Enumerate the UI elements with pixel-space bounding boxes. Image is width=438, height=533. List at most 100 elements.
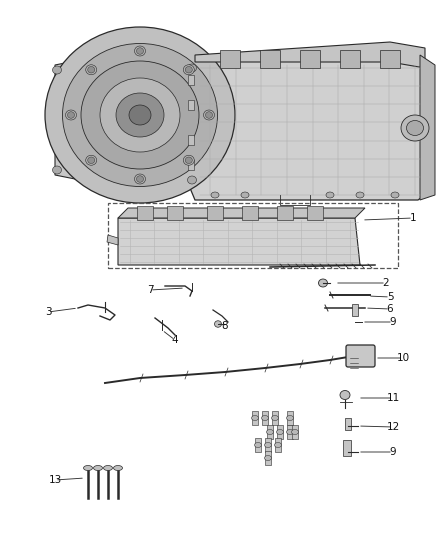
Bar [262,411,268,425]
Bar [260,50,280,68]
Ellipse shape [266,430,273,434]
Ellipse shape [134,46,145,56]
Ellipse shape [211,192,219,198]
Ellipse shape [292,430,299,434]
Ellipse shape [401,115,429,141]
Text: 3: 3 [45,307,51,317]
Ellipse shape [286,430,293,434]
Text: 4: 4 [172,335,178,345]
Text: 1: 1 [410,213,416,223]
Text: 7: 7 [147,285,153,295]
Ellipse shape [137,48,144,54]
Ellipse shape [204,110,215,120]
Ellipse shape [340,391,350,400]
Ellipse shape [137,176,144,182]
Polygon shape [55,58,210,188]
Ellipse shape [254,442,261,448]
Bar [352,304,358,316]
Ellipse shape [261,416,268,421]
Ellipse shape [53,166,61,174]
Ellipse shape [276,430,283,434]
Bar [343,440,351,456]
Ellipse shape [265,442,272,448]
Text: 9: 9 [390,447,396,457]
Ellipse shape [103,465,113,471]
Ellipse shape [45,27,235,203]
Ellipse shape [205,112,212,118]
Polygon shape [190,55,425,200]
Bar [292,425,298,439]
Text: 8: 8 [222,321,228,331]
Ellipse shape [100,78,180,152]
Bar [188,75,194,85]
Bar [340,50,360,68]
Polygon shape [118,208,365,218]
Bar [267,425,273,439]
Ellipse shape [272,416,279,421]
Text: 5: 5 [387,292,393,302]
Ellipse shape [84,465,92,471]
Ellipse shape [391,192,399,198]
Ellipse shape [86,64,97,75]
Ellipse shape [53,66,61,74]
Polygon shape [420,55,435,200]
Bar [277,425,283,439]
Ellipse shape [187,64,197,72]
Bar [300,50,320,68]
Ellipse shape [318,279,328,287]
Ellipse shape [241,192,249,198]
Text: 10: 10 [396,353,410,363]
Bar [137,206,153,220]
Bar [287,411,293,425]
Text: 11: 11 [386,393,399,403]
Ellipse shape [406,120,424,135]
Polygon shape [107,235,118,245]
Bar [275,438,281,452]
Text: 13: 13 [48,475,62,485]
Bar [277,206,293,220]
Ellipse shape [183,155,194,165]
Bar [345,418,351,430]
Ellipse shape [116,93,164,137]
Bar [188,135,194,145]
Ellipse shape [183,64,194,75]
Text: 12: 12 [386,422,399,432]
Ellipse shape [251,416,258,421]
Polygon shape [118,218,360,265]
Polygon shape [195,42,425,68]
Bar [255,438,261,452]
Ellipse shape [134,174,145,184]
Ellipse shape [93,465,102,471]
Bar [287,425,293,439]
Bar [108,203,398,268]
Bar [265,438,271,452]
Ellipse shape [275,442,282,448]
Bar [265,451,271,465]
FancyBboxPatch shape [346,345,375,367]
Bar [380,50,400,68]
Ellipse shape [88,157,95,164]
Bar [272,411,278,425]
Ellipse shape [185,67,192,73]
Bar [242,206,258,220]
Ellipse shape [66,110,77,120]
Bar [188,160,194,170]
Bar [207,206,223,220]
Ellipse shape [265,456,272,461]
Ellipse shape [81,61,199,169]
Ellipse shape [113,465,123,471]
Bar [167,206,183,220]
Text: 9: 9 [390,317,396,327]
Bar [252,411,258,425]
Ellipse shape [286,416,293,421]
Ellipse shape [215,321,222,327]
Ellipse shape [88,67,95,73]
Ellipse shape [86,155,97,165]
Ellipse shape [356,192,364,198]
Ellipse shape [67,112,74,118]
Ellipse shape [187,176,197,184]
Bar [307,206,323,220]
Ellipse shape [326,192,334,198]
Bar [220,50,240,68]
Ellipse shape [63,44,218,187]
